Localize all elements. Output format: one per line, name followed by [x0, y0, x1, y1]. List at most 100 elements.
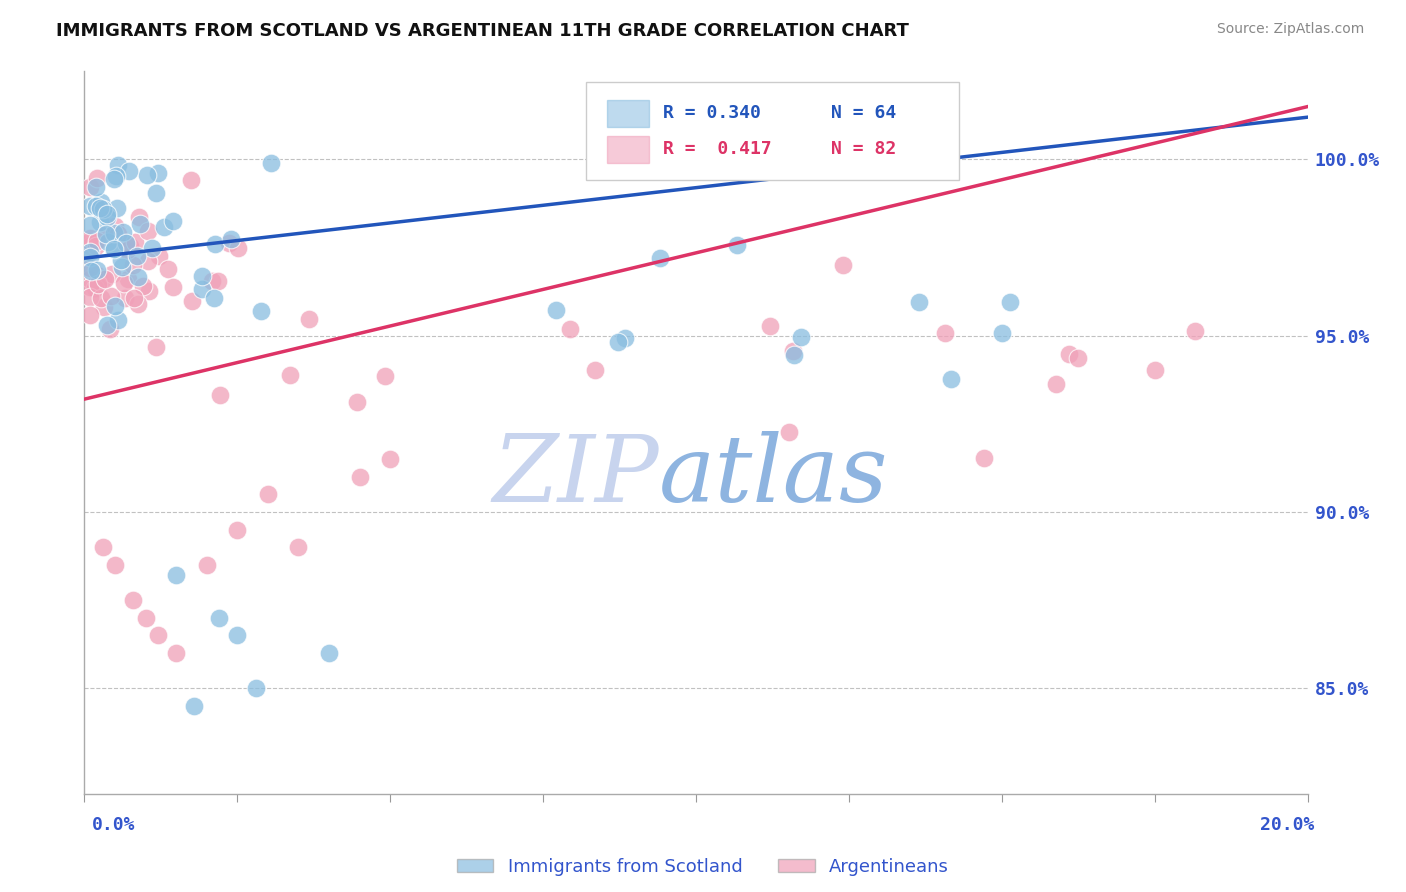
Point	[79, 250, 101, 264]
Point	[94, 227, 117, 241]
Point	[128, 210, 150, 224]
Point	[136, 254, 159, 268]
Point	[939, 372, 962, 386]
Point	[79, 239, 101, 253]
Point	[101, 241, 124, 255]
Point	[89, 215, 111, 229]
Point	[104, 558, 127, 572]
Point	[79, 218, 101, 232]
Point	[86, 262, 108, 277]
Point	[107, 158, 129, 172]
Point	[79, 260, 101, 275]
Point	[96, 207, 118, 221]
Point	[183, 698, 205, 713]
Point	[831, 258, 853, 272]
Point	[79, 290, 101, 304]
Point	[94, 271, 117, 285]
Point	[84, 179, 107, 194]
Point	[141, 241, 163, 255]
Text: 20.0%: 20.0%	[1260, 816, 1315, 834]
Point	[219, 232, 242, 246]
Point	[79, 231, 101, 245]
Point	[208, 610, 231, 624]
Point	[202, 291, 225, 305]
Point	[117, 271, 139, 285]
Point	[250, 304, 273, 318]
Point	[162, 280, 184, 294]
Point	[191, 282, 214, 296]
Point	[204, 236, 226, 251]
Point	[125, 249, 148, 263]
Point	[93, 272, 115, 286]
Point	[110, 253, 132, 268]
Point	[105, 201, 128, 215]
Point	[287, 540, 309, 554]
Point	[201, 275, 224, 289]
Point	[114, 291, 136, 305]
Point	[560, 322, 582, 336]
Point	[96, 211, 118, 225]
Point	[79, 180, 101, 194]
Point	[1067, 351, 1090, 365]
Point	[226, 523, 249, 537]
Point	[104, 219, 127, 234]
Point	[86, 238, 108, 252]
Point	[112, 277, 135, 291]
Point	[79, 272, 101, 286]
Point	[79, 245, 101, 260]
Point	[257, 487, 280, 501]
Point	[104, 299, 127, 313]
Point	[1045, 376, 1067, 391]
Point	[79, 235, 101, 249]
Point	[228, 241, 250, 255]
Text: atlas: atlas	[659, 431, 889, 521]
Point	[90, 194, 112, 209]
Point	[1000, 294, 1022, 309]
Point	[83, 280, 105, 294]
Point	[127, 269, 149, 284]
Point	[782, 344, 804, 359]
Point	[298, 312, 321, 326]
Point	[98, 322, 121, 336]
Point	[89, 201, 111, 215]
Point	[79, 199, 101, 213]
Point	[1184, 325, 1206, 339]
Point	[546, 302, 568, 317]
Text: Source: ZipAtlas.com: Source: ZipAtlas.com	[1216, 22, 1364, 37]
FancyBboxPatch shape	[586, 82, 959, 180]
Point	[790, 330, 813, 344]
Point	[87, 277, 110, 291]
Point	[115, 236, 138, 251]
Point	[606, 335, 628, 350]
Point	[346, 394, 368, 409]
Text: R = 0.340: R = 0.340	[664, 104, 761, 122]
Text: IMMIGRANTS FROM SCOTLAND VS ARGENTINEAN 11TH GRADE CORRELATION CHART: IMMIGRANTS FROM SCOTLAND VS ARGENTINEAN …	[56, 22, 910, 40]
Point	[165, 646, 187, 660]
Point	[614, 331, 637, 345]
Point	[122, 291, 145, 305]
Point	[245, 681, 267, 695]
Point	[115, 243, 138, 257]
Bar	[606, 136, 650, 163]
Point	[991, 326, 1014, 340]
Point	[934, 326, 956, 340]
Point	[908, 295, 931, 310]
Point	[107, 312, 129, 326]
Point	[209, 388, 232, 402]
Bar	[606, 100, 650, 127]
Point	[648, 251, 671, 265]
Point	[97, 235, 120, 249]
Point	[759, 318, 782, 333]
Point	[153, 220, 176, 235]
Point	[156, 261, 179, 276]
Point	[86, 235, 108, 249]
Text: N = 82: N = 82	[831, 140, 896, 159]
Point	[138, 285, 160, 299]
Point	[218, 236, 240, 251]
Point	[103, 242, 125, 256]
Point	[86, 171, 108, 186]
Point	[180, 173, 202, 187]
Point	[165, 568, 187, 582]
Point	[135, 610, 157, 624]
Point	[127, 297, 149, 311]
